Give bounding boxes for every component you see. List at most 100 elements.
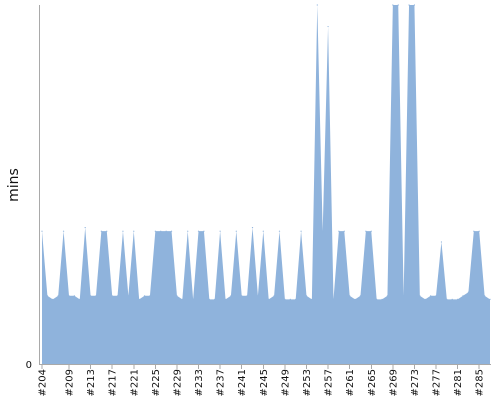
x-ticks: #204 #209 #213 #217 #221 #225 #229 #233 #237 #241… — [38, 365, 486, 396]
data-point — [327, 25, 329, 28]
data-point — [343, 230, 345, 232]
data-point — [278, 230, 281, 232]
data-point — [316, 4, 318, 6]
data-point — [332, 298, 335, 300]
data-point — [376, 298, 378, 300]
data-point — [203, 230, 205, 232]
x-tick-label: #225 — [151, 369, 162, 396]
data-point — [305, 295, 308, 297]
data-point — [95, 295, 97, 297]
data-point — [349, 295, 351, 297]
data-point — [295, 298, 297, 300]
data-point — [289, 298, 291, 300]
x-tick-label: #229 — [172, 369, 183, 396]
data-point — [138, 298, 140, 300]
data-point — [338, 230, 340, 232]
data-point — [219, 230, 221, 232]
data-point — [457, 298, 459, 300]
data-point — [224, 298, 227, 300]
data-point — [478, 230, 480, 232]
data-point — [41, 230, 43, 232]
x-tick-label: #285 — [475, 369, 486, 396]
data-point — [208, 298, 210, 300]
data-point — [489, 298, 491, 300]
data-point — [106, 230, 108, 232]
data-point — [273, 295, 275, 297]
data-point — [397, 4, 399, 6]
data-point — [246, 295, 248, 297]
data-point — [230, 295, 232, 297]
data-point — [197, 230, 200, 232]
x-tick-label: #265 — [367, 369, 378, 396]
data-point — [73, 295, 75, 297]
data-point — [165, 230, 167, 232]
x-tick-label: #277 — [432, 369, 443, 396]
data-point — [160, 230, 162, 232]
data-point — [268, 298, 270, 300]
data-point — [127, 295, 129, 297]
x-tick-label: #257 — [324, 369, 335, 396]
data-point — [413, 4, 416, 6]
data-point — [187, 230, 189, 232]
data-point — [122, 230, 124, 232]
data-point — [262, 230, 264, 232]
data-point — [192, 298, 194, 300]
data-point — [181, 298, 183, 300]
data-point — [116, 295, 119, 297]
data-point — [359, 295, 362, 297]
data-point — [133, 230, 135, 232]
x-tick-label: #217 — [108, 369, 119, 396]
data-point — [484, 295, 486, 297]
data-point — [143, 295, 146, 297]
x-tick-label: #241 — [237, 369, 248, 396]
data-point — [381, 298, 383, 300]
data-point — [467, 291, 470, 293]
data-point — [251, 226, 254, 229]
data-point — [214, 298, 216, 300]
x-tick-label: #261 — [345, 369, 356, 396]
data-point — [149, 295, 151, 297]
data-point — [462, 295, 464, 297]
x-tick-label: #204 — [38, 369, 49, 396]
data-point — [473, 230, 475, 232]
data-point — [365, 230, 367, 232]
data-point — [322, 230, 324, 232]
x-tick-label: #209 — [64, 369, 75, 396]
data-point — [300, 230, 302, 232]
data-point — [430, 295, 432, 297]
x-tick-label: #253 — [302, 369, 313, 396]
x-tick-label: #281 — [453, 369, 464, 396]
data-point — [62, 230, 65, 232]
data-point — [257, 295, 259, 297]
x-tick-label: #245 — [259, 369, 270, 396]
x-tick-label: #237 — [216, 369, 227, 396]
x-tick-label: #221 — [129, 369, 140, 396]
data-point — [46, 295, 49, 297]
x-tick-label: #213 — [86, 369, 97, 396]
data-point — [440, 241, 443, 243]
x-tick-label: #249 — [280, 369, 291, 396]
x-tick-label: #269 — [388, 369, 399, 396]
data-point — [52, 298, 54, 300]
data-point — [241, 295, 243, 297]
y-ticks: 0 — [26, 360, 32, 371]
data-point — [79, 298, 81, 300]
y-tick-label: 0 — [26, 360, 32, 371]
data-point — [392, 4, 394, 6]
data-point — [84, 226, 86, 229]
data-point — [435, 295, 437, 297]
data-point — [176, 295, 178, 297]
area-series — [42, 5, 490, 364]
data-point — [311, 298, 313, 300]
data-point — [370, 230, 372, 232]
data-point — [354, 298, 356, 300]
data-point — [57, 295, 59, 297]
data-point — [446, 298, 448, 300]
data-point — [89, 295, 92, 297]
data-point — [419, 295, 421, 297]
data-point — [154, 230, 156, 232]
x-tick-label: #233 — [194, 369, 205, 396]
data-point — [235, 230, 237, 232]
